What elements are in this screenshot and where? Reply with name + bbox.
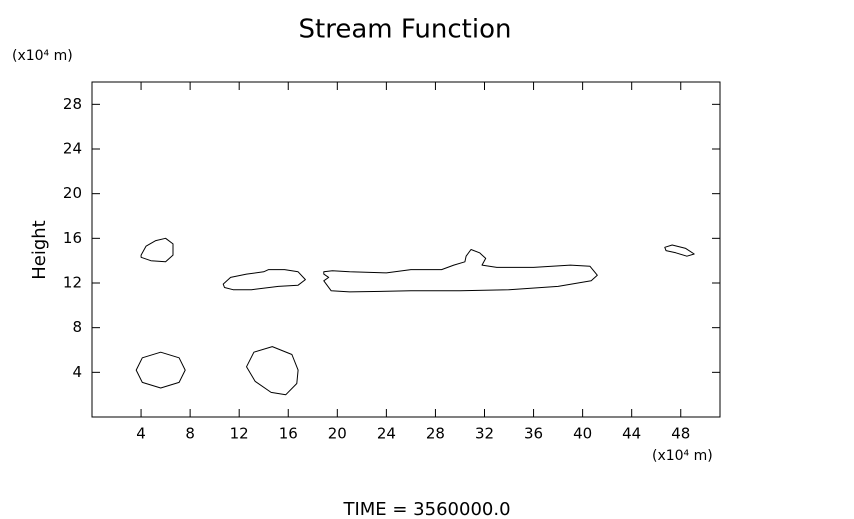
x-unit: (x10⁴ m) xyxy=(652,448,713,464)
x-tick-label: 8 xyxy=(185,425,195,443)
x-tick-label: 20 xyxy=(328,425,347,443)
x-tick-label: 28 xyxy=(426,425,445,443)
y-tick-label: 12 xyxy=(63,274,82,292)
y-tick-label: 24 xyxy=(63,140,82,158)
x-tick-label: 48 xyxy=(671,425,690,443)
footer: TIME = 3560000.0 xyxy=(342,499,510,519)
contour-line xyxy=(140,237,174,263)
x-tick-label: 40 xyxy=(573,425,592,443)
x-tick-label: 12 xyxy=(230,425,249,443)
y-tick-label: 28 xyxy=(63,95,82,113)
y-tick-label: 4 xyxy=(72,363,82,381)
contour-line xyxy=(135,351,186,389)
x-tick-label: 36 xyxy=(524,425,543,443)
chart-title: Stream Function xyxy=(299,15,512,45)
x-tick-label: 24 xyxy=(377,425,396,443)
y-tick-label: 16 xyxy=(63,229,82,247)
contour-line xyxy=(222,269,306,291)
x-tick-label: 4 xyxy=(136,425,146,443)
x-tick-label: 32 xyxy=(475,425,494,443)
x-tick-label: 16 xyxy=(279,425,298,443)
contour-line xyxy=(323,249,598,293)
y-axis-label: Height xyxy=(29,220,50,280)
plot-frame xyxy=(91,81,721,418)
y-tick-label: 20 xyxy=(63,184,82,202)
contour-line xyxy=(246,346,299,396)
y-unit: (x10⁴ m) xyxy=(12,48,73,64)
contour-line xyxy=(664,244,695,257)
y-tick-label: 8 xyxy=(72,318,82,336)
x-tick-label: 44 xyxy=(622,425,641,443)
